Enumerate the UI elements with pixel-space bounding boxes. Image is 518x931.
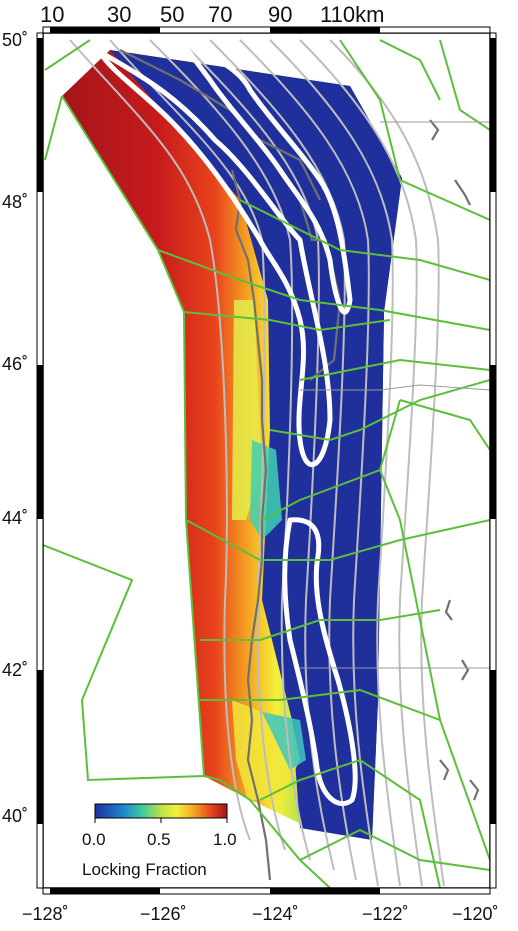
lat-label-48: 48˚ bbox=[2, 192, 28, 212]
map-content bbox=[43, 37, 490, 888]
plate-boundaries bbox=[43, 39, 490, 888]
state-borders bbox=[300, 121, 490, 669]
depth-label-50: 50 bbox=[160, 2, 184, 27]
lat-label-40: 40˚ bbox=[2, 806, 28, 826]
lon-label-120: −120˚ bbox=[452, 904, 499, 924]
depth-label-10: 10 bbox=[40, 2, 64, 27]
depth-labels: 10 30 50 70 90 110km bbox=[40, 2, 384, 27]
legend: 0.0 0.5 1.0 Locking Fraction bbox=[82, 803, 237, 879]
lat-label-46: 46˚ bbox=[2, 354, 28, 374]
lon-label-126: −126˚ bbox=[140, 904, 187, 924]
locking-transition-patch-4 bbox=[262, 712, 306, 770]
latitude-labels: 50˚ 48˚ 46˚ 44˚ 42˚ 40˚ bbox=[2, 30, 28, 826]
top-frame-bar bbox=[42, 26, 491, 34]
slip-outlines bbox=[97, 37, 358, 807]
map-frame bbox=[36, 26, 497, 895]
legend-tick-0: 0.0 bbox=[82, 830, 106, 849]
left-frame-bar bbox=[36, 32, 44, 889]
legend-title: Locking Fraction bbox=[82, 860, 207, 879]
longitude-labels: −128˚ −126˚ −124˚ −122˚ −120˚ bbox=[22, 904, 499, 924]
lon-label-122: −122˚ bbox=[362, 904, 409, 924]
depth-label-110km: 110km bbox=[320, 2, 384, 27]
lat-label-44: 44˚ bbox=[2, 508, 28, 528]
lon-label-124: −124˚ bbox=[252, 904, 299, 924]
legend-tick-1: 1.0 bbox=[213, 830, 237, 849]
lon-label-128: −128˚ bbox=[22, 904, 69, 924]
legend-colorbar bbox=[94, 803, 228, 819]
depth-label-30: 30 bbox=[107, 2, 131, 27]
lat-label-50: 50˚ bbox=[2, 30, 28, 50]
depth-label-70: 70 bbox=[208, 2, 232, 27]
legend-tick-0-5: 0.5 bbox=[147, 830, 171, 849]
depth-label-90: 90 bbox=[268, 2, 292, 27]
lat-label-42: 42˚ bbox=[2, 660, 28, 680]
locking-transition-patch-2 bbox=[250, 440, 282, 540]
bottom-frame-bar bbox=[42, 887, 491, 895]
right-frame-bar bbox=[489, 32, 497, 889]
